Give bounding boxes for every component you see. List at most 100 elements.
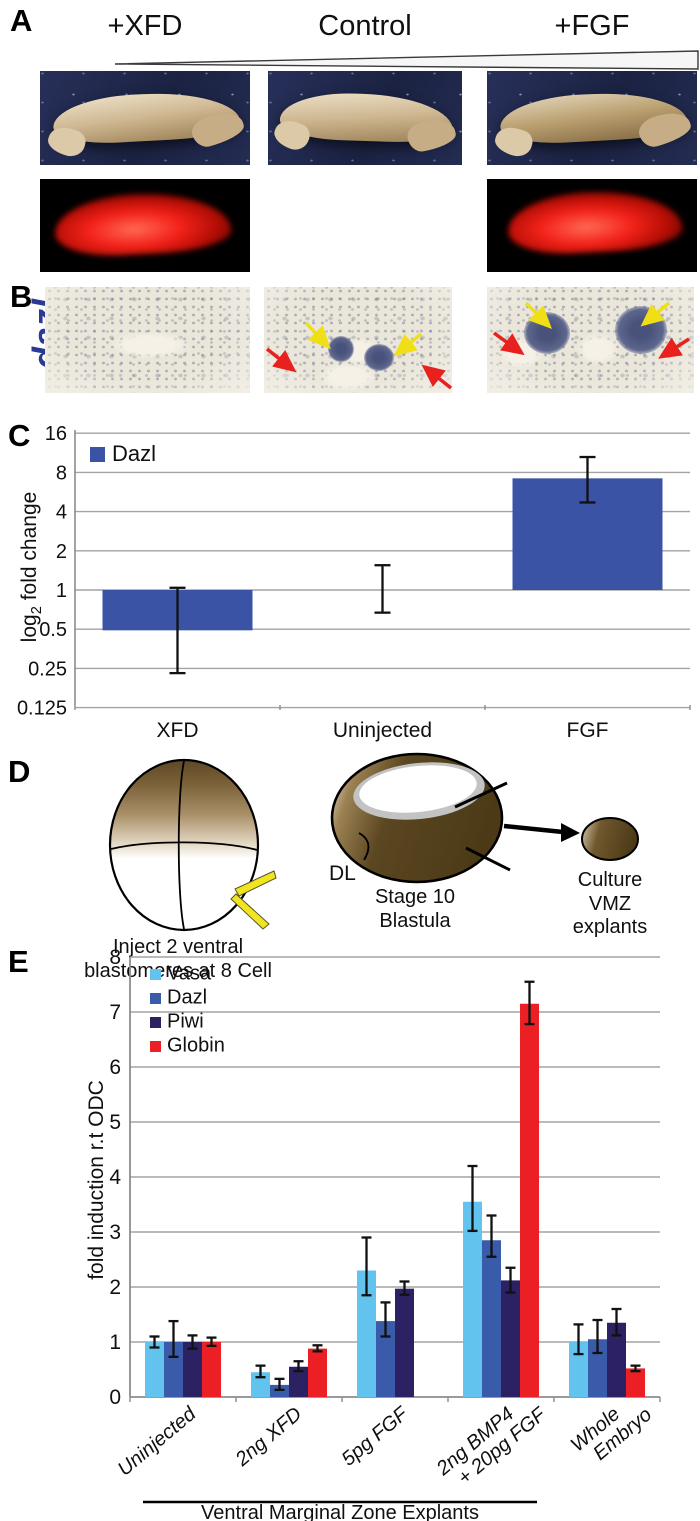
yellow-arrow xyxy=(393,332,423,357)
e-bar-globin-0 xyxy=(202,1342,221,1397)
e-category-label-2: 5pg FGF xyxy=(338,1402,414,1471)
vmz-explant xyxy=(581,817,639,861)
c-legend-swatch xyxy=(90,447,105,462)
cut-line-upper xyxy=(454,781,508,809)
vmz-group-label: Ventral Marginal Zone Explants xyxy=(201,1502,479,1521)
c-y-axis-label: log2 fold change xyxy=(17,467,46,667)
e-legend-swatch-vasa xyxy=(150,969,161,980)
cleavage-line-vertical xyxy=(177,760,185,930)
explant-caption-line2: VMZ xyxy=(588,892,632,915)
dorsal-lip-arc xyxy=(358,832,370,861)
injection-needle xyxy=(230,893,270,930)
c-ytick-label: 1 xyxy=(56,580,67,602)
red-fluorescence xyxy=(53,189,233,258)
panel-c-letter: C xyxy=(8,418,31,453)
e-ytick-label: 2 xyxy=(109,1276,121,1299)
e-bar-piwi-3 xyxy=(501,1280,520,1397)
brightfield-photo-control xyxy=(268,71,462,165)
e-bar-globin-4 xyxy=(626,1368,645,1397)
blastocoel xyxy=(359,765,477,813)
condition-label-control: Control xyxy=(318,10,412,42)
c-ytick-label: 0.25 xyxy=(28,658,67,680)
e-bar-globin-1 xyxy=(308,1348,327,1397)
explant-arrow-head xyxy=(561,823,580,842)
panel-a-letter: A xyxy=(10,3,33,38)
e-ytick-label: 8 xyxy=(109,946,121,969)
e-ytick-label: 6 xyxy=(109,1056,121,1079)
c-ytick-label: 4 xyxy=(56,502,67,524)
red-arrow xyxy=(658,337,690,359)
e-bar-piwi-4 xyxy=(607,1322,626,1397)
cleavage-line-horizontal xyxy=(110,841,258,851)
e-ytick-label: 0 xyxy=(109,1386,121,1409)
yellow-arrow xyxy=(304,321,331,350)
embryo-circle xyxy=(108,758,260,932)
e-ytick-label: 3 xyxy=(109,1221,121,1244)
e-bar-piwi-1 xyxy=(289,1366,308,1397)
edge-fade xyxy=(45,287,250,393)
red-arrow xyxy=(265,347,297,373)
c-ytick-label: 0.125 xyxy=(17,698,67,720)
e-legend-label-vasa: Vasa xyxy=(167,963,212,985)
e-bar-vasa-0 xyxy=(145,1342,164,1397)
e-legend-swatch-globin xyxy=(150,1041,161,1052)
e-legend-label-piwi: Piwi xyxy=(167,1011,204,1033)
c-ytick-label: 8 xyxy=(56,462,67,484)
e-ytick-label: 7 xyxy=(109,1001,121,1024)
e-ytick-label: 5 xyxy=(109,1111,121,1134)
ylabel-rest: fold change xyxy=(18,491,41,607)
dorsal-lip-label: DL xyxy=(329,862,356,885)
c-legend-label: Dazl xyxy=(112,441,156,466)
e-bar-globin-3 xyxy=(520,1003,539,1397)
c-category-label: Uninjected xyxy=(333,719,432,742)
e-bar-dazl-3 xyxy=(482,1240,501,1397)
e-bar-vasa-4 xyxy=(569,1342,588,1397)
fgf-gradient-wedge xyxy=(114,50,699,70)
ylabel-sub2: 2 xyxy=(29,606,46,615)
panel-e-letter: E xyxy=(8,944,29,979)
c-category-label: FGF xyxy=(567,719,609,742)
brightfield-photo-xfd xyxy=(40,71,250,165)
blastula-caption-line1: Stage 10 xyxy=(374,886,456,908)
e-category-label-4: WholeEmbryo xyxy=(567,1388,656,1473)
e-bar-piwi-0 xyxy=(183,1342,202,1397)
inject-caption-line2: blastomeres at 8 Cell xyxy=(84,959,272,982)
e-legend-label-dazl: Dazl xyxy=(167,987,207,1009)
section-photo-xfd xyxy=(45,287,250,393)
e-category-label-3: 2ng BMP4+ 20pg FGF xyxy=(432,1386,552,1496)
log2-fold-change-chart: 16 8 4 2 1 0.5 0.25 0.125 XFD Uninjected FGF Dazl xyxy=(17,423,691,742)
section-arrows xyxy=(265,301,690,390)
e-bar-dazl-2 xyxy=(376,1321,395,1397)
edge-fade xyxy=(264,287,452,393)
c-ytick-label: 2 xyxy=(56,541,67,563)
eight-cell-embryo-diagram xyxy=(108,758,277,932)
e-legend-swatch-dazl xyxy=(150,993,161,1004)
explant-arrow xyxy=(503,823,564,835)
injection-needle xyxy=(234,870,277,897)
wedge-shape xyxy=(114,50,699,70)
fluorescence-photo-fgf xyxy=(487,179,697,272)
c-category-label: XFD xyxy=(157,719,199,742)
explant-caption: Culture VMZ explants xyxy=(545,869,675,940)
cut-line-lower xyxy=(465,846,511,872)
red-fluorescence xyxy=(506,187,684,257)
ylabel-log: log xyxy=(18,614,41,643)
e-category-label-1: 2ng XFD xyxy=(231,1403,306,1471)
panel-d-letter: D xyxy=(8,754,31,789)
c-ytick-label: 0.5 xyxy=(39,619,67,641)
c-ytick-label: 16 xyxy=(45,423,67,445)
condition-label-fgf: +FGF xyxy=(554,10,630,42)
e-y-axis-label: fold induction r.t ODC xyxy=(85,1080,108,1280)
e-bar-piwi-2 xyxy=(395,1288,414,1397)
e-bar-vasa-1 xyxy=(251,1372,270,1397)
e-bar-vasa-3 xyxy=(463,1201,482,1397)
blastula-caption: Stage 10 Blastula xyxy=(330,886,500,933)
section-photo-control xyxy=(264,287,452,393)
e-category-label-0: Uninjected xyxy=(114,1402,201,1480)
condition-label-xfd: +XFD xyxy=(107,10,183,42)
e-ytick-label: 4 xyxy=(109,1166,121,1189)
blastula-caption-line2: Blastula xyxy=(379,909,451,932)
yellow-arrow xyxy=(524,301,552,329)
e-bar-vasa-2 xyxy=(357,1270,376,1397)
e-ytick-label: 1 xyxy=(109,1331,121,1354)
